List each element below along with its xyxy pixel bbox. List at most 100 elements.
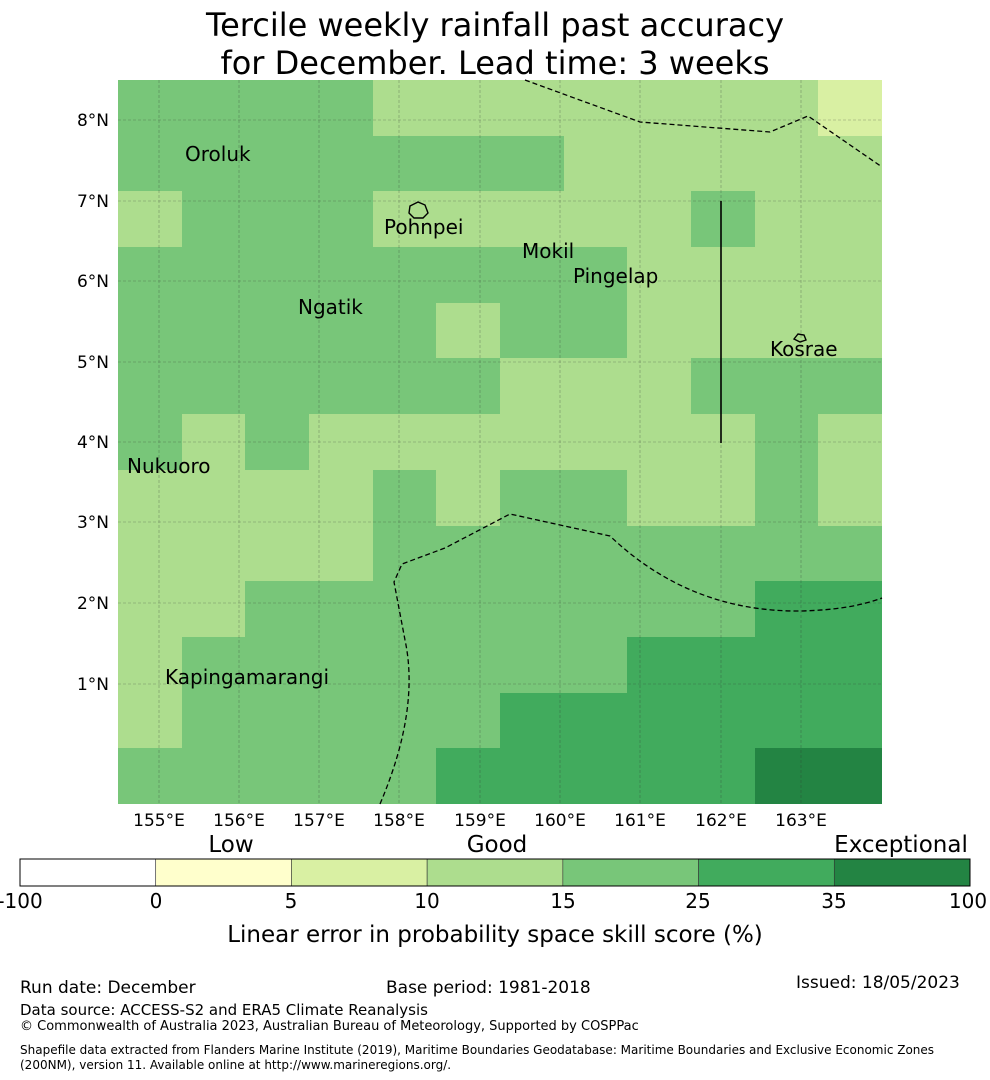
- grid-cell: [436, 191, 500, 247]
- grid-cell: [118, 414, 182, 470]
- grid-cell: [373, 526, 436, 581]
- colorbar-segment: [155, 858, 292, 887]
- colorbar-tick: 5: [285, 889, 298, 913]
- grid-cell: [691, 470, 755, 526]
- grid-cell: [500, 581, 564, 637]
- grid-cell: [245, 414, 309, 470]
- copyright: © Commonwealth of Australia 2023, Austra…: [20, 1019, 639, 1034]
- grid-cell: [627, 247, 691, 303]
- grid-cell: [691, 637, 755, 693]
- grid-cell: [627, 414, 691, 470]
- eez-boundaries: [379, 79, 883, 805]
- category-label-exceptional: Exceptional: [834, 832, 968, 858]
- grid-cell: [818, 637, 882, 693]
- grid-cell: [691, 136, 755, 191]
- category-label-low: Low: [208, 832, 253, 858]
- place-label-pingelap: Pingelap: [573, 264, 658, 288]
- colorbar-segment: [426, 858, 564, 887]
- grid-cell: [118, 80, 182, 136]
- grid-cell: [691, 80, 755, 136]
- grid-cell: [500, 748, 564, 804]
- grid-cell: [436, 303, 500, 358]
- grid-cell: [691, 303, 755, 358]
- grid-cell: [309, 358, 373, 414]
- grid-cell: [500, 80, 564, 136]
- grid-cell: [309, 136, 373, 191]
- grid-cell: [373, 136, 436, 191]
- grid-cell: [245, 191, 309, 247]
- grid-cell: [755, 637, 818, 693]
- lat-label: 7°N: [77, 192, 109, 212]
- colorbar-segment: [562, 858, 699, 887]
- lon-label: 159°E: [454, 811, 506, 831]
- chart-title-line-2: for December. Lead time: 3 weeks: [220, 44, 770, 82]
- grid-cell: [118, 581, 182, 637]
- grid-cell: [627, 136, 691, 191]
- grid-cell: [245, 526, 309, 581]
- grid-cell: [182, 637, 245, 693]
- grid-cell: [118, 358, 182, 414]
- grid-cell: [118, 136, 182, 191]
- grid-cell: [691, 526, 755, 581]
- grid-cell: [564, 358, 627, 414]
- grid-cell: [500, 637, 564, 693]
- grid-cell: [245, 470, 309, 526]
- grid-cell: [309, 526, 373, 581]
- grid-cell: [309, 80, 373, 136]
- grid-cell: [309, 247, 373, 303]
- colorbar: [19, 858, 971, 887]
- lat-label: 5°N: [77, 353, 109, 373]
- grid-cell: [245, 693, 309, 748]
- grid-cell: [564, 303, 627, 358]
- data-source: Data source: ACCESS-S2 and ERA5 Climate …: [20, 1001, 428, 1019]
- grid-cell: [309, 748, 373, 804]
- place-label-kapingamarangi: Kapingamarangi: [165, 665, 329, 689]
- category-label-good: Good: [467, 832, 528, 858]
- grid-cell: [118, 191, 182, 247]
- grid-cell: [755, 358, 818, 414]
- grid-cell: [627, 80, 691, 136]
- grid-cell: [564, 637, 627, 693]
- grid-cell: [755, 191, 818, 247]
- lat-label: 6°N: [77, 272, 109, 292]
- grid-cell: [818, 80, 882, 136]
- grid-cell: [564, 247, 627, 303]
- grid-cell: [500, 136, 564, 191]
- lat-label: 8°N: [77, 111, 109, 131]
- grid-cell: [564, 80, 627, 136]
- grid-cell: [564, 414, 627, 470]
- place-label-ngatik: Ngatik: [298, 295, 363, 319]
- grid-cell: [436, 470, 500, 526]
- grid-cell: [627, 581, 691, 637]
- grid-cell: [373, 748, 436, 804]
- issued-date: Issued: 18/05/2023: [796, 973, 960, 993]
- grid-cell: [373, 303, 436, 358]
- colorbar-segment: [291, 858, 428, 887]
- kosrae-island: [792, 333, 807, 343]
- colorbar-segment: [698, 858, 835, 887]
- grid-cell: [118, 526, 182, 581]
- grid-cell: [500, 358, 564, 414]
- grid-cell: [182, 80, 245, 136]
- grid-cell: [691, 693, 755, 748]
- grid-cell: [309, 191, 373, 247]
- grid-cell: [818, 470, 882, 526]
- grid-cell: [436, 136, 500, 191]
- grid-cell: [309, 581, 373, 637]
- grid-cell: [245, 637, 309, 693]
- grid-cell: [500, 526, 564, 581]
- colorbar-tick: 10: [414, 889, 439, 913]
- place-label-mokil: Mokil: [522, 239, 574, 263]
- grid-cell: [309, 414, 373, 470]
- colorbar-segment: [19, 858, 157, 887]
- grid-cell: [500, 303, 564, 358]
- lon-label: 155°E: [133, 811, 185, 831]
- grid-cell: [182, 526, 245, 581]
- grid-cell: [627, 637, 691, 693]
- skill-grid: [118, 80, 882, 804]
- grid-cell: [818, 303, 882, 358]
- grid-cell: [818, 414, 882, 470]
- grid-cell: [691, 247, 755, 303]
- grid-cell: [500, 247, 564, 303]
- grid-cell: [627, 191, 691, 247]
